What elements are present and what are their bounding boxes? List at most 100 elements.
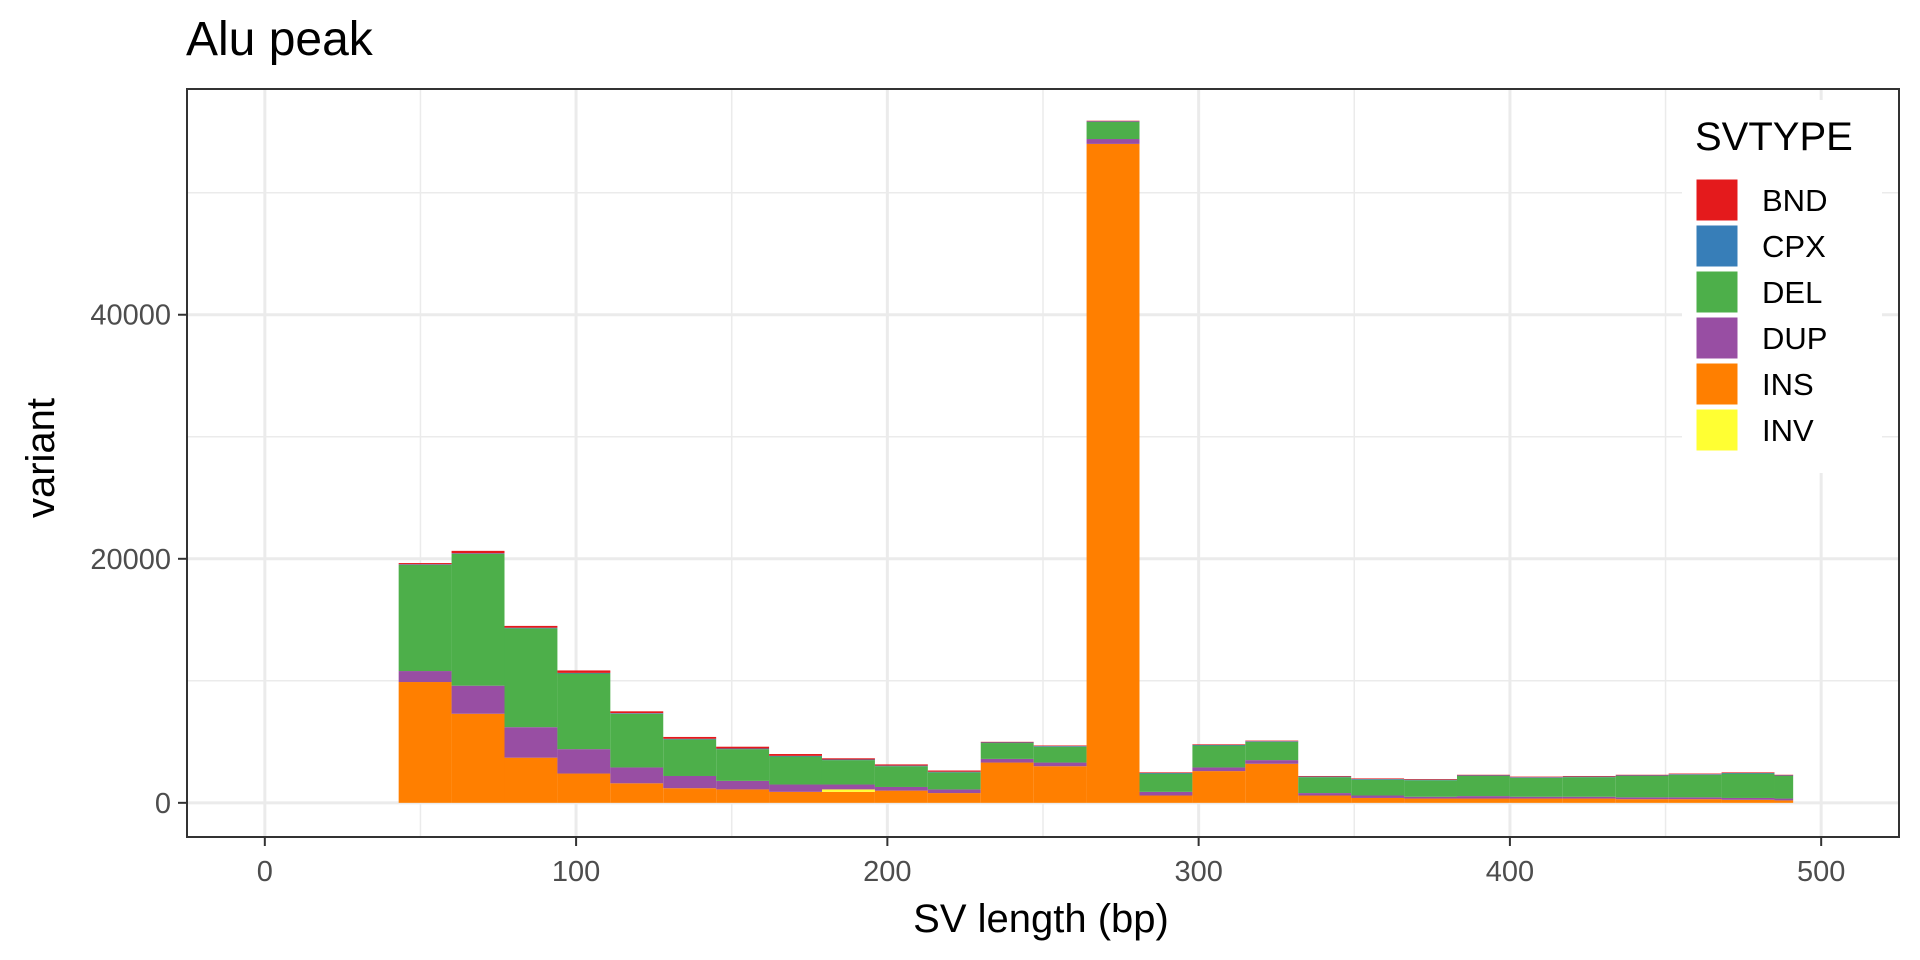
bar-segment-bnd xyxy=(504,625,558,628)
bar-segment-ins xyxy=(874,790,928,803)
y-axis: 0 20000 40000 xyxy=(90,300,187,820)
legend-label-dup: DUP xyxy=(1762,321,1827,356)
bar-segment-del xyxy=(769,756,822,785)
bar-segment-del xyxy=(451,553,505,686)
bar-segment-ins xyxy=(1192,771,1246,803)
bar-segment-ins xyxy=(398,682,452,803)
bar-segment-del xyxy=(1404,780,1457,797)
bar-segment-cpx xyxy=(557,672,611,674)
bar-segment-del xyxy=(1033,746,1087,763)
bar-segment-ins xyxy=(1404,798,1457,803)
bar-segment-bnd xyxy=(874,764,928,766)
bar-segment-cpx xyxy=(1086,121,1140,122)
bar-segment-cpx xyxy=(504,627,558,629)
bar-segment-del xyxy=(398,564,452,672)
bar-segment-ins xyxy=(557,773,611,803)
bar-segment-dup xyxy=(1086,139,1140,144)
bar-segment-bnd xyxy=(557,670,611,673)
bar-segment-ins xyxy=(716,789,770,803)
bar-segment-bnd xyxy=(1562,775,1616,777)
bar-segment-del xyxy=(1668,774,1722,798)
bar-segment-cpx xyxy=(1774,775,1794,776)
bar-segment-del xyxy=(1456,775,1510,797)
bar-segment-dup xyxy=(1033,762,1087,767)
bar-segment-del xyxy=(504,628,558,728)
legend-label-bnd: BND xyxy=(1762,183,1827,218)
bar-segment-del xyxy=(1774,775,1794,799)
bar-segment-bnd xyxy=(1298,775,1352,777)
bar-segment-dup xyxy=(504,727,558,758)
y-tick-label: 20000 xyxy=(90,544,171,576)
bar-segment-bnd xyxy=(769,754,822,756)
bar-segment-del xyxy=(557,673,611,750)
bar-segment-del xyxy=(663,739,717,776)
bar-segment-cpx xyxy=(874,765,928,767)
bar-segment-ins xyxy=(1615,799,1669,803)
bar-segment-ins xyxy=(1774,800,1794,803)
bar-segment-del xyxy=(1298,777,1352,794)
bar-segment-ins xyxy=(821,791,875,803)
legend-swatch-del xyxy=(1695,270,1739,314)
bar-segment-bnd xyxy=(1351,778,1405,780)
y-tick-label: 0 xyxy=(155,788,171,820)
bar-segment-dup xyxy=(1139,791,1193,796)
legend-swatch-bnd xyxy=(1695,178,1739,222)
bar-segment-bnd xyxy=(610,711,664,714)
bar-segment-dup xyxy=(1668,797,1722,800)
bar-segment-bnd xyxy=(1668,773,1722,775)
bar-segment-del xyxy=(874,766,928,787)
bar-segment-dup xyxy=(980,758,1034,763)
bar-segment-cpx xyxy=(821,759,875,761)
chart-title: Alu peak xyxy=(186,13,374,66)
bar-segment-ins xyxy=(927,793,981,803)
legend-label-del: DEL xyxy=(1762,275,1822,310)
bar-segment-cpx xyxy=(1509,777,1563,778)
bar-segment-cpx xyxy=(663,738,717,740)
x-axis: 0 100 200 300 400 500 xyxy=(257,837,1845,888)
y-axis-title: variant xyxy=(19,398,63,518)
bar-segment-cpx xyxy=(1615,775,1669,776)
bar-segment-dup xyxy=(1245,760,1299,764)
bar-segment-dup xyxy=(874,786,928,791)
bar-segment-cpx xyxy=(1562,776,1616,778)
bar-segment-dup xyxy=(769,784,822,792)
bar-segment-ins xyxy=(1139,795,1193,803)
plot-panel-border xyxy=(186,88,1900,838)
bar-segment-ins xyxy=(1721,799,1775,803)
bar-segment-cpx xyxy=(451,553,505,554)
bar-segment-del xyxy=(1192,745,1246,768)
bar-segment-bnd xyxy=(1615,774,1669,776)
legend-label-ins: INS xyxy=(1762,367,1814,402)
bar-segment-cpx xyxy=(1139,772,1193,774)
bar-segment-cpx xyxy=(1721,772,1775,774)
bar-segment-cpx xyxy=(927,771,981,773)
bar-segment-cpx xyxy=(1192,744,1246,746)
bar-segment-bnd xyxy=(980,741,1034,743)
bar-segment-bnd xyxy=(1404,779,1457,780)
bar-segment-bnd xyxy=(1086,120,1140,122)
bar-segment-dup xyxy=(1721,797,1775,800)
bar-segment-ins xyxy=(1298,795,1352,803)
legend-swatch-ins xyxy=(1695,362,1739,406)
bar-segment-del xyxy=(1615,775,1669,798)
bar-segment-ins xyxy=(980,762,1034,803)
bar-segment-dup xyxy=(1615,797,1669,800)
bar-segment-del xyxy=(927,772,981,790)
bar-segment-ins xyxy=(1668,799,1722,803)
bar-segment-dup xyxy=(1351,795,1405,798)
bar-segment-del xyxy=(1086,121,1140,140)
bar-segment-cpx xyxy=(1456,775,1510,776)
bar-segment-ins xyxy=(610,783,664,803)
bar-segment-dup xyxy=(557,749,611,774)
bar-segment-del xyxy=(1721,773,1775,798)
bar-segment-cpx xyxy=(1245,741,1299,742)
bar-segment-del xyxy=(1351,779,1405,796)
legend-label-inv: INV xyxy=(1762,413,1814,448)
legend-swatch-cpx xyxy=(1695,224,1739,268)
x-tick-label: 500 xyxy=(1797,856,1845,888)
bar-segment-dup xyxy=(1192,767,1246,772)
bar-segment-bnd xyxy=(1509,776,1563,778)
legend-swatch-dup xyxy=(1695,316,1739,360)
bar-segment-cpx xyxy=(1404,779,1457,781)
x-tick-label: 0 xyxy=(257,856,273,888)
